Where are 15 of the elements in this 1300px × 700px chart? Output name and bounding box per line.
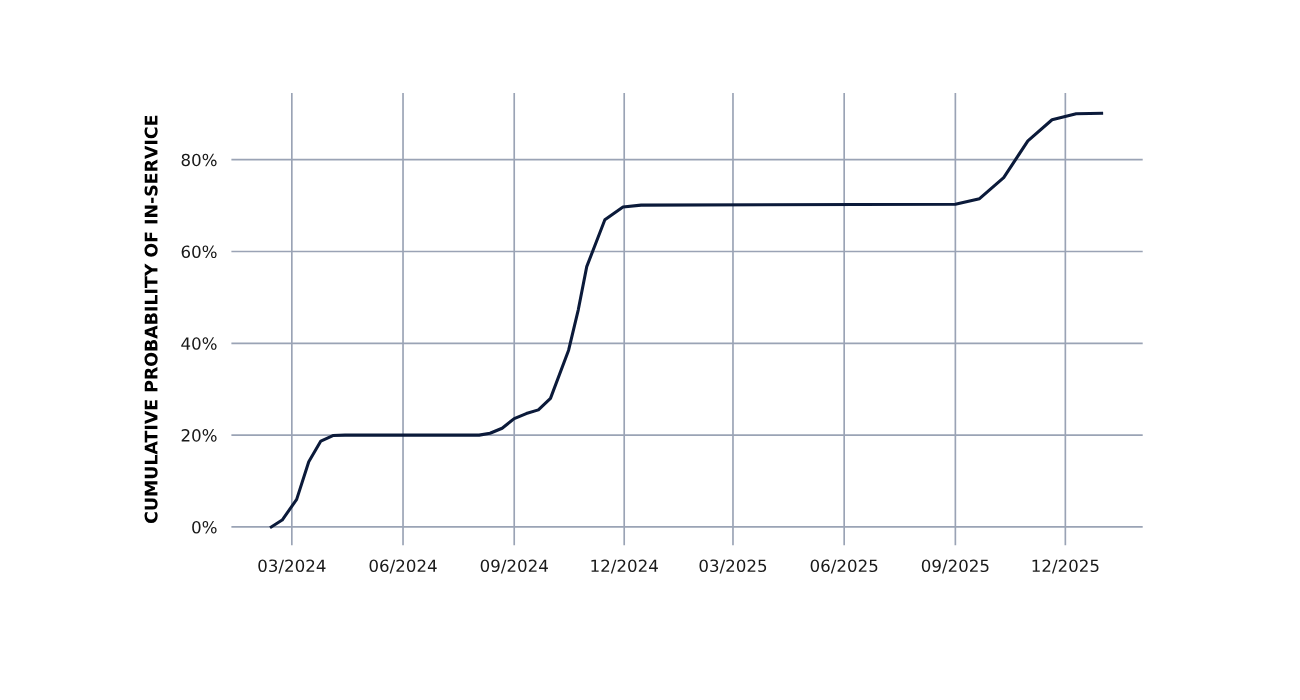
x-tick-label: 09/2024 bbox=[480, 559, 548, 574]
y-tick-label: 0% bbox=[192, 520, 217, 534]
y-tick-label: 60% bbox=[181, 245, 217, 259]
y-axis-title: CUMULATIVE PROBABILITY OF IN-SERVICE bbox=[144, 115, 158, 523]
x-tick-label: 03/2024 bbox=[258, 559, 326, 574]
line-series bbox=[269, 111, 1104, 529]
x-tick-label: 12/2025 bbox=[1032, 559, 1099, 574]
x-tick-label: 09/2025 bbox=[921, 559, 989, 574]
y-tick-label: 80% bbox=[181, 153, 217, 167]
x-tick-label: 12/2024 bbox=[591, 559, 658, 574]
x-tick-label: 03/2025 bbox=[699, 559, 767, 574]
y-tick-label: 20% bbox=[181, 429, 217, 442]
x-tick-label: 06/2025 bbox=[810, 559, 878, 574]
y-tick-label: 40% bbox=[181, 337, 217, 350]
x-tick-label: 06/2024 bbox=[369, 559, 437, 574]
